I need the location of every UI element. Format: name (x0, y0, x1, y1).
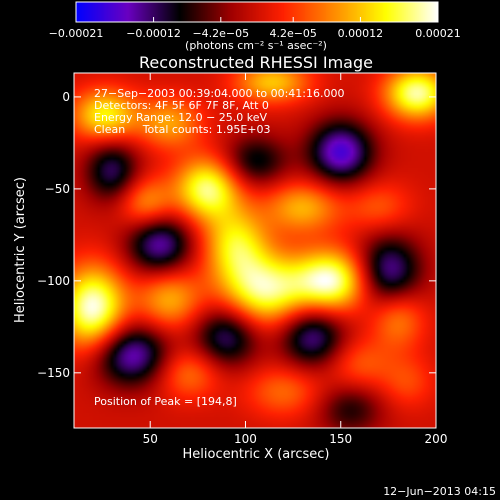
colorbar: −0.00021 −0.00012 −4.2e−05 4.2e−05 0.00012 0.… (49, 1, 461, 52)
y-tick-label: −150 (37, 366, 70, 380)
peak-position-label: Position of Peak = [194,8] (94, 395, 237, 408)
colorbar-tick-label: 4.2e−05 (269, 27, 316, 40)
annotation-line: 27−Sep−2003 00:39:04.000 to 00:41:16.000 (94, 87, 344, 100)
x-tick-label: 50 (143, 432, 158, 446)
y-tick-label: −50 (45, 182, 70, 196)
colorbar-ticks: −0.00021 −0.00012 −4.2e−05 4.2e−05 0.00012 0.… (49, 17, 461, 40)
colorbar-tick-label: −0.00012 (126, 27, 181, 40)
y-tick-label: 0 (62, 90, 70, 104)
plot-frame (73, 72, 437, 429)
annotation-line: Energy Range: 12.0 − 25.0 keV (94, 111, 268, 124)
colorbar-unit-label: (photons cm⁻² s⁻¹ asec⁻²) (185, 39, 327, 52)
annotation-line: Detectors: 4F 5F 6F 7F 8F, Att 0 (94, 99, 269, 112)
x-tick-label: 100 (234, 432, 257, 446)
colorbar-frame (75, 1, 439, 23)
y-tick-label: −100 (37, 274, 70, 288)
colorbar-tick-label: 0.00012 (338, 27, 384, 40)
colorbar-tick-label: −0.00021 (49, 27, 104, 40)
annotation-block: 27−Sep−2003 00:39:04.000 to 00:41:16.000… (94, 87, 344, 136)
x-axis-label: Heliocentric X (arcsec) (183, 447, 330, 462)
colorbar-tick-label: 0.00021 (415, 27, 461, 40)
chart-title: Reconstructed RHESSI Image (139, 53, 373, 72)
colorbar-gradient (76, 2, 438, 22)
y-axis-label: Heliocentric Y (arcsec) (13, 177, 28, 323)
x-tick-label: 200 (425, 432, 448, 446)
heatmap-image (74, 73, 436, 428)
footer-date: 12−Jun−2013 04:15 (383, 485, 496, 498)
x-tick-label: 150 (329, 432, 352, 446)
y-axis: 0 −50 −100 −150 (37, 90, 436, 380)
annotation-line: Clean Total counts: 1.95E+03 (94, 123, 271, 136)
x-axis: 50 100 150 200 (143, 73, 448, 446)
colorbar-tick-label: −4.2e−05 (192, 27, 249, 40)
